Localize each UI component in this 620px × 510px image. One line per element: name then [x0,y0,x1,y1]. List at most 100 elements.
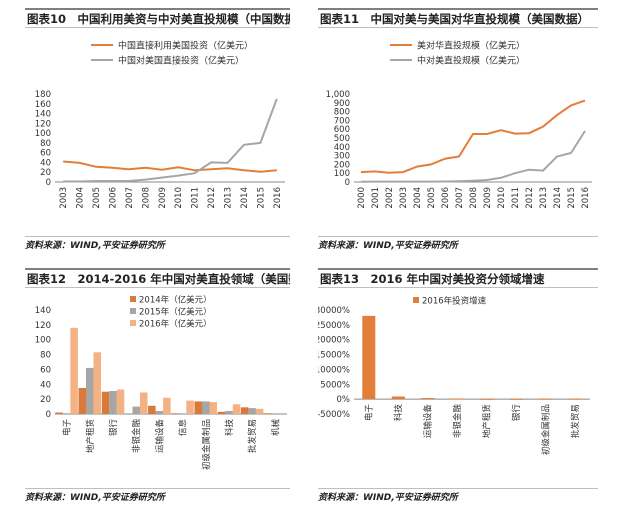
bar [116,389,125,414]
y-tick-label: 0 [46,410,51,420]
legend-label: 中国对美国直接投资（亿美元） [118,55,244,67]
legend-swatch [130,308,136,314]
x-tick-label: 2003 [399,187,409,209]
y-tick-label: 80 [40,139,51,149]
y-tick-label: 800 [334,108,350,118]
bar [450,398,464,400]
x-tick-label: 2010 [174,187,184,209]
y-tick-label: 20000% [318,336,350,346]
chart-panel-fig13: 图表13 2016 年中国对美投资分领域增速 -5000% 0% 5000% 1000… [318,268,598,504]
x-tick-label: 2015 [256,187,266,209]
x-tick-label: 2012 [207,187,217,209]
x-tick-label: 2011 [191,187,201,209]
bar [480,398,494,400]
x-tick-label: 2009 [483,187,493,209]
legend-label: 中国直接利用美国投资（亿美元） [118,40,253,52]
y-tick-label: 40 [40,158,51,168]
bar [171,413,179,414]
x-tick-label: 2002 [385,187,395,209]
y-tick-label: 700 [334,116,350,126]
bar [209,402,217,414]
y-tick-label: 30000% [318,306,350,316]
chart-source: 资料来源：WIND,平安证券研究所 [25,488,290,503]
bar [186,400,194,414]
bar [55,412,63,414]
x-tick-label: 运输设备 [423,404,434,439]
bar [232,404,241,414]
chart-source: 资料来源：WIND,平安证券研究所 [25,236,290,251]
y-tick-label: 15000% [318,351,350,361]
y-tick-label: 0 [345,178,350,188]
legend-swatch [413,297,419,303]
x-tick-label: 2005 [427,187,437,209]
y-tick-label: 80 [40,351,51,361]
bar [248,408,256,414]
y-tick-label: 120 [35,321,51,331]
x-tick-label: 银行 [108,419,119,437]
bar [194,401,202,414]
bar [163,397,171,414]
chart-panel-fig11: 图表11 中国对美与美国对华直投规模（美国数据） 0 100 200 300 400 50… [318,8,598,253]
y-tick-label: 0 [46,178,51,188]
x-tick-label: 2016 [581,187,591,209]
bar [62,413,71,414]
x-tick-label: 非银金融 [131,419,142,454]
x-tick-label: 2007 [455,187,465,209]
y-tick-label: 120 [35,119,51,129]
y-tick-label: -5000% [318,410,350,420]
chart-title: 图表13 2016 年中国对美投资分领域增速 [318,268,598,288]
bar [132,406,140,414]
y-tick-label: 10000% [318,365,350,375]
x-tick-label: 2014 [240,187,250,209]
x-tick-label: 银行 [511,404,522,422]
y-tick-label: 25000% [318,321,350,331]
x-tick-label: 2012 [525,187,535,209]
x-tick-label: 机械 [270,419,281,437]
x-tick-label: 电子 [62,419,73,437]
y-tick-label: 140 [35,110,51,120]
bar [148,405,156,414]
x-tick-label: 批发贸易 [247,419,258,453]
x-tick-label: 2007 [125,187,135,209]
y-tick-label: 500 [334,134,350,144]
x-tick-label: 初级金属制品 [541,404,552,455]
x-tick-label: 2004 [76,187,86,209]
chart-source: 资料来源：WIND,平安证券研究所 [318,488,598,503]
bar [155,411,164,414]
y-tick-label: 5000% [320,380,350,390]
bar [101,391,110,414]
x-tick-label: 2013 [539,187,549,209]
y-tick-label: 20 [40,168,51,178]
series-line-1 [63,160,277,173]
legend-label: 2016年投资增速 [422,296,487,307]
y-tick-label: 180 [35,90,51,100]
x-tick-label: 2008 [469,187,479,209]
legend-label: 美对华直投规模（亿美元） [417,40,525,52]
x-tick-label: 科技 [393,404,404,422]
x-tick-label: 科技 [224,419,235,437]
bar [217,411,226,414]
legend-label: 2014年（亿美元） [139,295,212,306]
x-tick-label: 2008 [141,187,151,209]
x-tick-label: 2003 [59,187,69,209]
x-tick-label: 2006 [441,187,451,209]
bar [264,413,272,414]
x-tick-label: 2013 [224,187,234,209]
chart-title: 图表12 2014-2016 年中国对美直投领域（美国数据） [25,268,290,288]
x-tick-label: 2016 [273,187,283,209]
bar [109,391,117,414]
bar [421,398,435,400]
y-tick-label: 900 [334,99,350,109]
x-tick-label: 2004 [413,187,423,209]
bar [391,396,405,400]
x-tick-label: 地产租赁 [482,404,493,439]
chart-title: 图表11 中国对美与美国对华直投规模（美国数据） [318,8,598,28]
x-tick-label: 2011 [511,187,521,209]
chart-panel-fig10: 图表10 中国利用美资与中对美直投规模（中国数据） 0 20 40 60 80 100 12… [25,8,290,253]
x-tick-label: 2006 [109,187,119,209]
x-tick-label: 批发贸易 [570,404,581,438]
x-tick-label: 初级金属制品 [201,419,212,470]
y-tick-label: 100 [35,336,51,346]
y-tick-label: 100 [334,169,350,179]
